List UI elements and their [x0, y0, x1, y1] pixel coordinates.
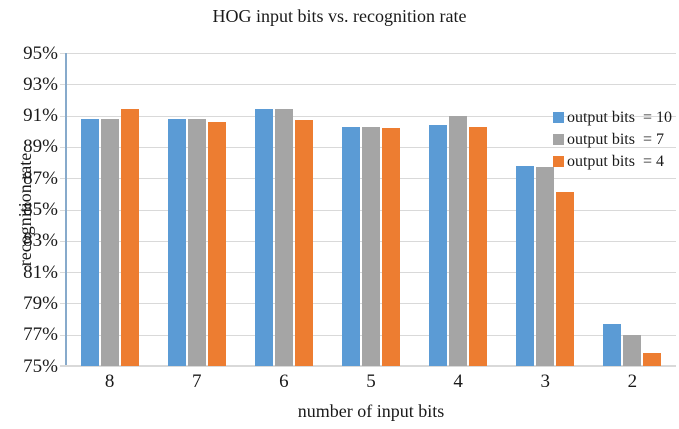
bar-group-7 [153, 53, 240, 366]
bar-3-10 [516, 165, 535, 366]
y-tick-label: 79% [23, 292, 58, 314]
legend-swatch-icon [552, 134, 564, 145]
x-tick-label: 8 [104, 371, 115, 392]
bar-2-10 [603, 323, 622, 366]
y-tick-mark [60, 209, 66, 211]
bar-4-4 [469, 126, 488, 366]
x-tick-label: 4 [453, 371, 463, 392]
legend-swatch-icon [552, 156, 564, 167]
y-tick-mark [60, 272, 66, 274]
bar-group-3 [502, 53, 589, 366]
y-tick-label: 75% [23, 355, 58, 377]
legend-item-label: output bits = 4 [566, 152, 664, 170]
y-tick-mark [60, 84, 66, 86]
bar-7-7 [187, 118, 206, 366]
legend: output bits = 10 output bits = 7 output bi… [552, 107, 672, 172]
bar-group-2 [589, 53, 676, 366]
x-tick-label: 2 [627, 371, 638, 392]
bar-5-7 [361, 126, 380, 366]
bar-4-10 [429, 125, 448, 366]
y-tick-label: 93% [23, 73, 58, 95]
y-tick-mark [60, 53, 66, 54]
plot-area: output bits = 10 output bits = 7 output bi… [60, 53, 676, 367]
legend-item: output bits = 4 [552, 151, 664, 172]
y-tick-mark [60, 303, 66, 305]
y-tick-label: 89% [23, 136, 58, 158]
bar-5-10 [341, 126, 360, 366]
bar-6-10 [254, 109, 273, 366]
y-tick-mark [60, 334, 66, 336]
x-axis-title: number of input bits [297, 401, 445, 421]
bar-7-4 [207, 121, 226, 366]
y-tick-mark [60, 240, 66, 242]
y-tick-label: 95% [23, 42, 58, 64]
legend-item: output bits = 7 [552, 129, 664, 150]
y-axis-tick-labels: 95% 93% 91% 89% 87% 85% 83% 81% 79% 77% 75% [0, 0, 58, 429]
bar-group-5 [327, 53, 414, 366]
y-tick-mark [60, 178, 66, 180]
legend-swatch-icon [552, 112, 564, 123]
y-tick-label: 81% [23, 261, 58, 283]
gridline [66, 53, 676, 54]
bar-2-7 [623, 334, 642, 366]
chart-title: HOG input bits vs. recognition rate [212, 6, 467, 26]
bar-6-7 [274, 109, 293, 366]
y-tick-label: 87% [23, 167, 58, 189]
x-tick-label: 6 [279, 371, 289, 392]
bar-8-4 [120, 109, 139, 366]
bar-6-4 [294, 120, 313, 366]
bar-3-7 [536, 167, 555, 366]
y-tick-label: 85% [23, 199, 58, 220]
x-axis-line [60, 365, 676, 367]
gridline [66, 84, 676, 86]
gridline [66, 115, 676, 117]
x-tick-label: 3 [540, 371, 551, 392]
legend-item-label: output bits = 10 [566, 108, 672, 126]
legend-item: output bits = 10 [552, 107, 672, 128]
bar-3-4 [556, 192, 575, 366]
bar-group-4 [415, 53, 502, 366]
bar-8-10 [80, 118, 99, 366]
x-axis-tick-labels: 8 7 6 5 4 3 2 [66, 371, 676, 392]
y-axis-line [65, 53, 67, 366]
bar-4-7 [449, 115, 468, 366]
x-tick-label: 7 [191, 371, 202, 392]
legend-item-label: output bits = 7 [566, 130, 664, 148]
x-tick-label: 5 [366, 371, 376, 392]
bar-2-4 [643, 353, 662, 366]
bar-7-10 [167, 118, 186, 366]
bar-8-7 [100, 118, 119, 366]
y-tick-mark [60, 115, 66, 117]
bar-groups [66, 53, 676, 366]
bar-group-8 [66, 53, 153, 366]
y-tick-label: 77% [23, 324, 58, 346]
y-tick-label: 83% [23, 230, 58, 252]
bar-group-6 [240, 53, 327, 366]
y-tick-label: 91% [23, 105, 58, 127]
y-tick-mark [60, 146, 66, 148]
bar-5-4 [381, 128, 400, 366]
